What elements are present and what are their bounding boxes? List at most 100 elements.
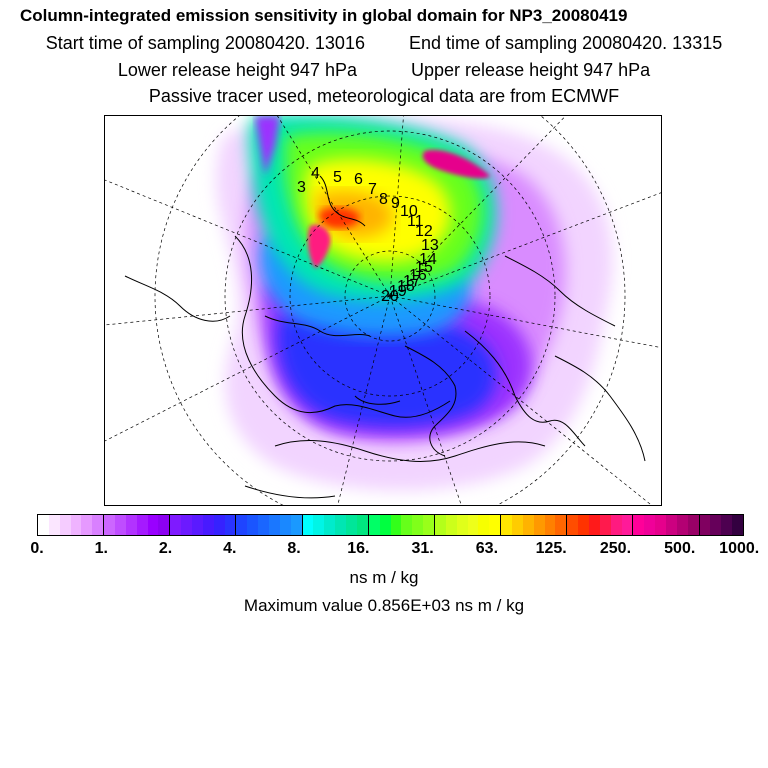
colorbar-swatch — [390, 515, 402, 535]
tracer-info: Passive tracer used, meteorological data… — [148, 86, 620, 106]
colorbar-separator — [301, 515, 303, 535]
colorbar-swatch — [401, 515, 413, 535]
trajectory-labels: 3 4 5 6 7 8 9 10 11 12 13 14 15 16 17 18… — [297, 165, 439, 305]
colorbar-swatch — [599, 515, 611, 535]
colorbar-swatch — [699, 515, 711, 535]
colorbar-tick-label: 8. — [287, 540, 301, 557]
colorbar-swatch — [655, 515, 666, 535]
colorbar-swatch — [170, 515, 182, 535]
colorbar-swatch — [290, 515, 302, 535]
colorbar-ticks: 0. 1. 2. 4. 8. 16. 31. 63. 125. 250. 500. 1000. — [0, 540, 768, 560]
colorbar-swatch — [48, 515, 60, 535]
trajectory-label: 8 — [379, 191, 388, 208]
trajectory-label: 10 — [400, 203, 418, 220]
colorbar-swatch — [511, 515, 523, 535]
colorbar-swatch — [313, 515, 325, 535]
colorbar-swatch — [379, 515, 391, 535]
colorbar-swatch — [356, 515, 368, 535]
colorbar-swatch — [445, 515, 457, 535]
colorbar-swatch — [335, 515, 347, 535]
maximum-value: Maximum value 0.856E+03 ns m / kg — [243, 596, 525, 615]
colorbar-swatch — [224, 515, 236, 535]
colorbar-tick-label: 63. — [475, 540, 499, 557]
colorbar-tick-label: 1000. — [719, 540, 760, 557]
colorbar-separator — [367, 515, 369, 535]
colorbar-swatch — [412, 515, 424, 535]
colorbar-units: ns m / kg — [349, 568, 419, 587]
colorbar-swatch — [567, 515, 579, 535]
colorbar-tick-label: 125. — [535, 540, 567, 557]
trajectory-label: 12 — [415, 223, 433, 240]
colorbar-swatch — [687, 515, 699, 535]
sensitivity-field — [216, 116, 613, 491]
trajectory-label: 5 — [333, 169, 342, 186]
coastlines — [124, 175, 646, 499]
colorbar-swatch — [423, 515, 434, 535]
colorbar-swatch — [501, 515, 512, 535]
colorbar-swatch — [38, 515, 49, 535]
colorbar-swatch — [721, 515, 733, 535]
colorbar-swatch — [555, 515, 567, 535]
trajectory-label: 14 — [419, 251, 437, 268]
colorbar — [37, 514, 744, 536]
colorbar-swatch — [115, 515, 126, 535]
colorbar-tick-label: 2. — [158, 540, 173, 557]
colorbar-swatch — [456, 515, 468, 535]
trajectory-label: 4 — [311, 165, 320, 182]
colorbar-swatch — [621, 515, 633, 535]
colorbar-tick-label: 0. — [30, 540, 44, 557]
trajectory-label: 9 — [391, 195, 400, 212]
colorbar-swatch — [368, 515, 380, 535]
colorbar-swatch — [533, 515, 545, 535]
colorbar-swatch — [302, 515, 314, 535]
colorbar-swatch — [434, 515, 446, 535]
colorbar-swatch — [269, 515, 280, 535]
colorbar-separator — [698, 515, 700, 535]
colorbar-swatch — [588, 515, 600, 535]
colorbar-swatch — [136, 515, 148, 535]
colorbar-swatch — [213, 515, 225, 535]
colorbar-swatch — [279, 515, 291, 535]
colorbar-tick-label: 16. — [347, 540, 370, 557]
colorbar-swatch — [610, 515, 622, 535]
colorbar-swatch — [644, 515, 656, 535]
colorbar-swatch — [247, 515, 259, 535]
colorbar-swatch — [489, 515, 501, 535]
colorbar-swatch — [181, 515, 193, 535]
trajectory-label: 17 — [403, 273, 421, 290]
trajectory-label: 16 — [409, 267, 427, 284]
start-time: Start time of sampling 20080420. 13016 — [45, 33, 365, 53]
colorbar-swatch — [665, 515, 677, 535]
trajectory-label: 11 — [407, 213, 424, 230]
colorbar-swatch — [633, 515, 645, 535]
colorbar-swatch — [478, 515, 490, 535]
plot-title: Column-integrated emission sensitivity i… — [20, 6, 628, 25]
end-time: End time of sampling 20080420. 13315 — [409, 33, 723, 53]
colorbar-swatch — [59, 515, 71, 535]
colorbar-separator — [103, 515, 105, 535]
graticule — [105, 116, 661, 505]
colorbar-swatch — [147, 515, 159, 535]
colorbar-tick-label: 31. — [411, 540, 434, 557]
sampling-times: Start time of sampling 20080420. 13016 E… — [0, 33, 768, 54]
colorbar-swatch — [544, 515, 556, 535]
release-heights: Lower release height 947 hPa Upper relea… — [0, 60, 768, 81]
colorbar-swatch — [70, 515, 82, 535]
lower-release-height: Lower release height 947 hPa — [117, 60, 357, 80]
colorbar-separator — [169, 515, 171, 535]
trajectory-label: 7 — [368, 181, 377, 198]
colorbar-swatch — [158, 515, 170, 535]
trajectory-label: 20 — [381, 288, 399, 305]
colorbar-swatch — [676, 515, 688, 535]
colorbar-swatch — [710, 515, 722, 535]
colorbar-swatch — [258, 515, 270, 535]
colorbar-swatch — [324, 515, 336, 535]
colorbar-swatch — [578, 515, 589, 535]
colorbar-swatch — [104, 515, 116, 535]
colorbar-swatch — [192, 515, 203, 535]
map-canvas: 3 4 5 6 7 8 9 10 11 12 13 14 15 16 17 18… — [105, 116, 661, 505]
colorbar-separator — [500, 515, 502, 535]
colorbar-swatch — [236, 515, 248, 535]
trajectory-label: 18 — [397, 278, 415, 295]
colorbar-separator — [632, 515, 634, 535]
